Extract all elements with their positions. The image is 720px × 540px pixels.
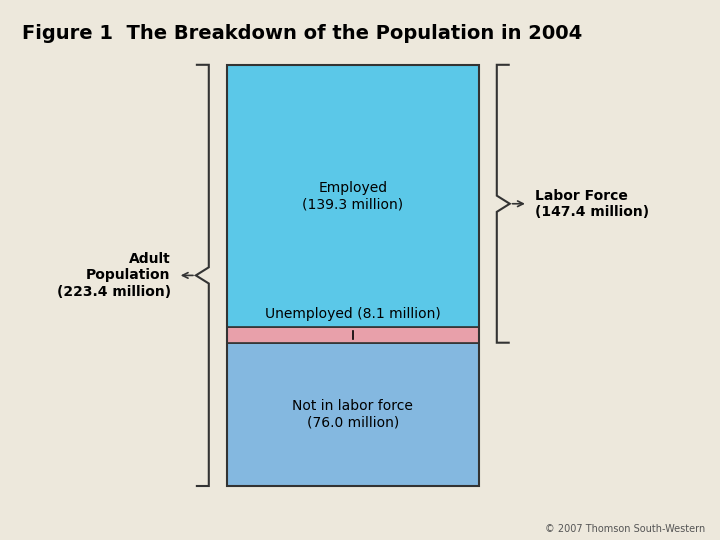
Text: © 2007 Thomson South-Western: © 2007 Thomson South-Western <box>545 523 706 534</box>
Text: Employed
(139.3 million): Employed (139.3 million) <box>302 181 403 211</box>
Bar <box>227 65 479 486</box>
Text: Adult
Population
(223.4 million): Adult Population (223.4 million) <box>56 252 171 299</box>
Bar <box>227 327 479 343</box>
Bar <box>227 343 479 486</box>
Text: Figure 1  The Breakdown of the Population in 2004: Figure 1 The Breakdown of the Population… <box>22 24 582 43</box>
Bar <box>227 65 479 327</box>
Text: Unemployed (8.1 million): Unemployed (8.1 million) <box>265 307 441 321</box>
Text: Not in labor force
(76.0 million): Not in labor force (76.0 million) <box>292 399 413 429</box>
Text: Labor Force
(147.4 million): Labor Force (147.4 million) <box>535 188 649 219</box>
